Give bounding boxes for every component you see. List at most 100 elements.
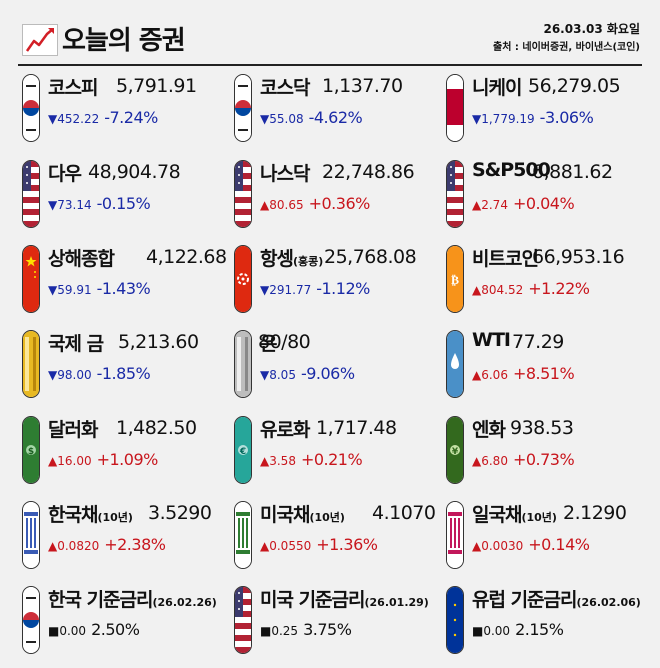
change-percent: +1.09%: [96, 450, 159, 469]
item-name: 유럽 기준금리(26.02.06): [472, 585, 641, 612]
market-item: 한국채(10년) 3.5290 ▲0.0820 +2.38%: [18, 497, 228, 583]
item-change: ▲80.65 +0.36%: [260, 194, 370, 213]
item-value: 77.29: [512, 331, 564, 353]
korea-flag-icon: [234, 74, 252, 142]
date-label: 26.03.03 화요일: [543, 22, 640, 36]
eu-flag-icon: [446, 586, 464, 654]
item-name: 상해종합: [48, 244, 115, 271]
item-value: 22,748.86: [322, 161, 415, 183]
usa-flag-icon: [234, 160, 252, 228]
korea-flag-icon: [22, 74, 40, 142]
yen-bill-icon: ¥: [446, 416, 464, 484]
us-bond-icon: [234, 501, 252, 569]
item-name: 니케이: [472, 73, 522, 100]
svg-text:$: $: [28, 447, 34, 457]
change-percent: +1.36%: [316, 535, 378, 554]
item-subtitle: (26.02.06): [576, 596, 641, 609]
change-amount: ▲80.65: [260, 198, 304, 212]
item-name: 은: [260, 329, 278, 356]
item-change: ▼8.05 -9.06%: [260, 364, 355, 383]
item-value: 6,881.62: [532, 161, 613, 183]
market-item: 유럽 기준금리(26.02.06) ■0.00 2.15%: [442, 582, 652, 668]
change-amount: ▼98.00: [48, 368, 92, 382]
item-name: 달러화: [48, 415, 98, 442]
market-item: 코스닥 1,137.70 ▼55.08 -4.62%: [230, 70, 440, 156]
item-name-text: 코스닥: [260, 77, 310, 99]
item-value: 25,768.08: [324, 246, 417, 268]
change-percent: -0.15%: [96, 194, 151, 213]
item-name-text: 일국채: [472, 504, 522, 526]
change-amount: ▲6.80: [472, 454, 508, 468]
item-value: 1,717.48: [316, 417, 397, 439]
item-change: ▼73.14 -0.15%: [48, 194, 151, 213]
item-name-text: S&P500: [472, 159, 551, 181]
item-change: ▲6.80 +0.73%: [472, 450, 575, 469]
market-item: 다우 48,904.78 ▼73.14 -0.15%: [18, 156, 228, 242]
item-name-text: 한국채: [48, 504, 98, 526]
item-subtitle: (26.02.26): [152, 596, 217, 609]
item-name-text: 미국 기준금리: [260, 589, 365, 611]
change-percent: +2.38%: [104, 535, 166, 554]
item-name: 엔화: [472, 415, 506, 442]
china-flag-icon: [22, 245, 40, 313]
change-amount: ▲804.52: [472, 283, 524, 297]
item-subtitle: (26.01.29): [364, 596, 429, 609]
item-name-text: 유로화: [260, 419, 310, 441]
item-name: 한국 기준금리(26.02.26): [48, 585, 217, 612]
oil-drop-icon: [446, 330, 464, 398]
korea-flag-icon: [22, 586, 40, 654]
change-percent: 2.50%: [91, 620, 140, 639]
change-percent: +0.04%: [512, 194, 575, 213]
item-name-text: WTI: [472, 329, 511, 351]
item-name-text: 엔화: [472, 419, 506, 441]
source-label: 출처 : 네이버증권, 바이낸스(코인): [493, 42, 640, 53]
item-name-text: 한국 기준금리: [48, 589, 153, 611]
dollar-bill-icon: $: [22, 416, 40, 484]
hongkong-flag-icon: [234, 245, 252, 313]
item-name: 유로화: [260, 415, 310, 442]
market-item: S&P500 6,881.62 ▲2.74 +0.04%: [442, 156, 652, 242]
item-name-text: 상해종합: [48, 248, 115, 270]
change-percent: +1.22%: [528, 279, 590, 298]
item-subtitle: (홍콩): [292, 255, 324, 268]
item-name-text: 나스닥: [260, 163, 310, 185]
item-value: 80/80: [258, 331, 311, 353]
japan-flag-icon: [446, 74, 464, 142]
item-name: WTI: [472, 329, 511, 351]
change-percent: -9.06%: [300, 364, 355, 383]
change-amount: ▼73.14: [48, 198, 92, 212]
item-change: ■0.00 2.15%: [472, 620, 564, 639]
item-name: 코스피: [48, 73, 98, 100]
gold-icon: [22, 330, 40, 398]
item-name: 국제 금: [48, 329, 104, 356]
item-change: ▼291.77 -1.12%: [260, 279, 370, 298]
item-name-text: 국제 금: [48, 333, 104, 355]
market-item: ₿ 비트코인 66,953.16 ▲804.52 +1.22%: [442, 241, 652, 327]
item-name: 항셍(홍콩): [260, 244, 323, 271]
change-amount: ▼59.91: [48, 283, 92, 297]
item-value: 48,904.78: [88, 161, 181, 183]
item-name: 코스닥: [260, 73, 310, 100]
market-item: € 유로화 1,717.48 ▲3.58 +0.21%: [230, 412, 440, 498]
item-name-text: 다우: [48, 163, 82, 185]
market-item: 국제 금 5,213.60 ▼98.00 -1.85%: [18, 326, 228, 412]
item-value: 4.1070: [372, 502, 436, 524]
header-divider: [18, 64, 642, 66]
item-subtitle: (10년): [309, 511, 345, 524]
item-name-text: 달러화: [48, 419, 98, 441]
market-item: 은 80/80 ▼8.05 -9.06%: [230, 326, 440, 412]
change-percent: -3.06%: [539, 108, 594, 127]
change-percent: -1.12%: [316, 279, 370, 298]
change-amount: ■0.25: [260, 624, 299, 638]
change-amount: ▲6.06: [472, 368, 508, 382]
item-change: ▲0.0550 +1.36%: [260, 535, 378, 554]
change-percent: +8.51%: [512, 364, 575, 383]
change-amount: ■0.00: [48, 624, 87, 638]
item-name: 일국채(10년): [472, 500, 557, 527]
change-percent: -4.62%: [308, 108, 363, 127]
item-value: 1,137.70: [322, 75, 403, 97]
change-percent: -1.43%: [96, 279, 151, 298]
change-percent: -7.24%: [104, 108, 158, 127]
change-amount: ■0.00: [472, 624, 511, 638]
